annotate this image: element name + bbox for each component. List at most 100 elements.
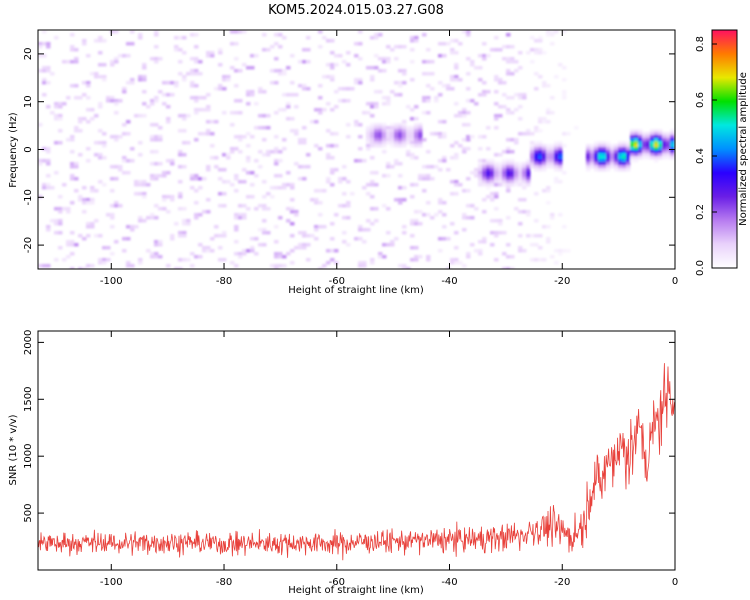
heatmap-cell: [322, 189, 327, 193]
heatmap-cell: [486, 177, 491, 181]
heatmap-cell: [442, 201, 447, 205]
heatmap-cell: [382, 204, 387, 208]
heatmap-cell: [410, 234, 415, 238]
heatmap-cell: [82, 237, 87, 241]
heatmap-cell: [414, 246, 419, 250]
heatmap-cell: [302, 177, 307, 181]
heatmap-cell: [354, 81, 359, 85]
heatmap-cell: [614, 165, 619, 169]
heatmap-cell: [478, 252, 483, 256]
heatmap-cell: [398, 144, 403, 148]
heatmap-cell: [154, 204, 159, 208]
heatmap-cell: [122, 132, 127, 136]
heatmap-cell: [362, 264, 367, 268]
heatmap-cell: [606, 141, 611, 145]
heatmap-cell: [238, 255, 243, 259]
heatmap-cell: [526, 234, 531, 238]
heatmap-cell: [626, 144, 631, 148]
heatmap-cell: [518, 51, 523, 55]
heatmap-cell: [146, 249, 151, 253]
heatmap-cell: [382, 69, 387, 73]
heatmap-cell: [518, 210, 523, 214]
heatmap-cell: [558, 213, 563, 217]
heatmap-cell: [238, 216, 243, 220]
heatmap-cell: [466, 33, 471, 37]
heatmap-cell: [410, 126, 415, 130]
heatmap-cell: [150, 123, 155, 127]
heatmap-cell: [238, 150, 243, 154]
heatmap-cell: [590, 159, 595, 163]
heatmap-cell: [218, 192, 223, 196]
heatmap-cell: [514, 69, 519, 73]
heatmap-cell: [242, 63, 247, 67]
heatmap-cell: [626, 165, 631, 169]
heatmap-cell: [194, 108, 199, 112]
heatmap-cell: [234, 69, 239, 73]
heatmap-cell: [250, 183, 255, 187]
heatmap-cell: [82, 210, 87, 214]
heatmap-cell: [562, 171, 567, 175]
heatmap-cell: [662, 141, 667, 145]
heatmap-cell: [666, 153, 671, 157]
heatmap-cell: [398, 69, 403, 73]
heatmap-cell: [526, 168, 531, 172]
heatmap-cell: [366, 183, 371, 187]
heatmap-cell: [218, 177, 223, 181]
heatmap-cell: [154, 255, 159, 259]
heatmap-cell: [114, 102, 119, 106]
heatmap-cell: [618, 156, 623, 160]
heatmap-cell: [430, 216, 435, 220]
heatmap-cell: [322, 264, 327, 268]
heatmap-cell: [298, 165, 303, 169]
heatmap-cell: [206, 108, 211, 112]
heatmap-cell: [422, 189, 427, 193]
heatmap-cell: [302, 87, 307, 91]
heatmap-cell: [86, 264, 91, 268]
heatmap-cell: [210, 132, 215, 136]
heatmap-cell: [214, 234, 219, 238]
heatmap-cell: [334, 168, 339, 172]
heatmap-cell: [662, 147, 667, 151]
heatmap-cell: [90, 117, 95, 121]
heatmap-cell: [522, 174, 527, 178]
heatmap-cell: [282, 108, 287, 112]
heatmap-cell: [378, 255, 383, 259]
heatmap-cell: [410, 144, 415, 148]
heatmap-cell: [370, 102, 375, 106]
heatmap-cell: [234, 189, 239, 193]
heatmap-cell: [322, 36, 327, 40]
heatmap-cell: [494, 36, 499, 40]
heatmap-cell: [334, 249, 339, 253]
heatmap-cell: [558, 159, 563, 163]
heatmap-cell: [390, 135, 395, 139]
heatmap-cell: [486, 195, 491, 199]
heatmap-cell: [462, 264, 467, 268]
heatmap-cell: [430, 132, 435, 136]
heatmap-cell: [102, 39, 107, 43]
heatmap-cell: [42, 147, 47, 151]
heatmap-cell: [518, 177, 523, 181]
heatmap-cell: [446, 237, 451, 241]
heatmap-cell: [326, 75, 331, 79]
heatmap-cell: [170, 234, 175, 238]
heatmap-cell: [278, 186, 283, 190]
heatmap-cell: [194, 69, 199, 73]
heatmap-cell: [294, 105, 299, 109]
heatmap-cell: [206, 198, 211, 202]
heatmap-cell: [422, 99, 427, 103]
heatmap-cell: [478, 177, 483, 181]
snr-y-tick-label: 1500: [23, 387, 34, 412]
heatmap-cell: [542, 165, 547, 169]
heatmap-cell: [174, 48, 179, 52]
heatmap-cell: [154, 60, 159, 64]
heatmap-cell: [494, 174, 499, 178]
heatmap-cell: [586, 150, 591, 154]
heatmap-cell: [302, 138, 307, 142]
heatmap-cell: [178, 150, 183, 154]
heatmap-cell: [138, 141, 143, 145]
heatmap-cell: [330, 66, 335, 70]
heatmap-cell: [414, 138, 419, 142]
heatmap-cell: [650, 138, 655, 142]
heatmap-cell: [402, 72, 407, 76]
heatmap-cell: [350, 87, 355, 91]
